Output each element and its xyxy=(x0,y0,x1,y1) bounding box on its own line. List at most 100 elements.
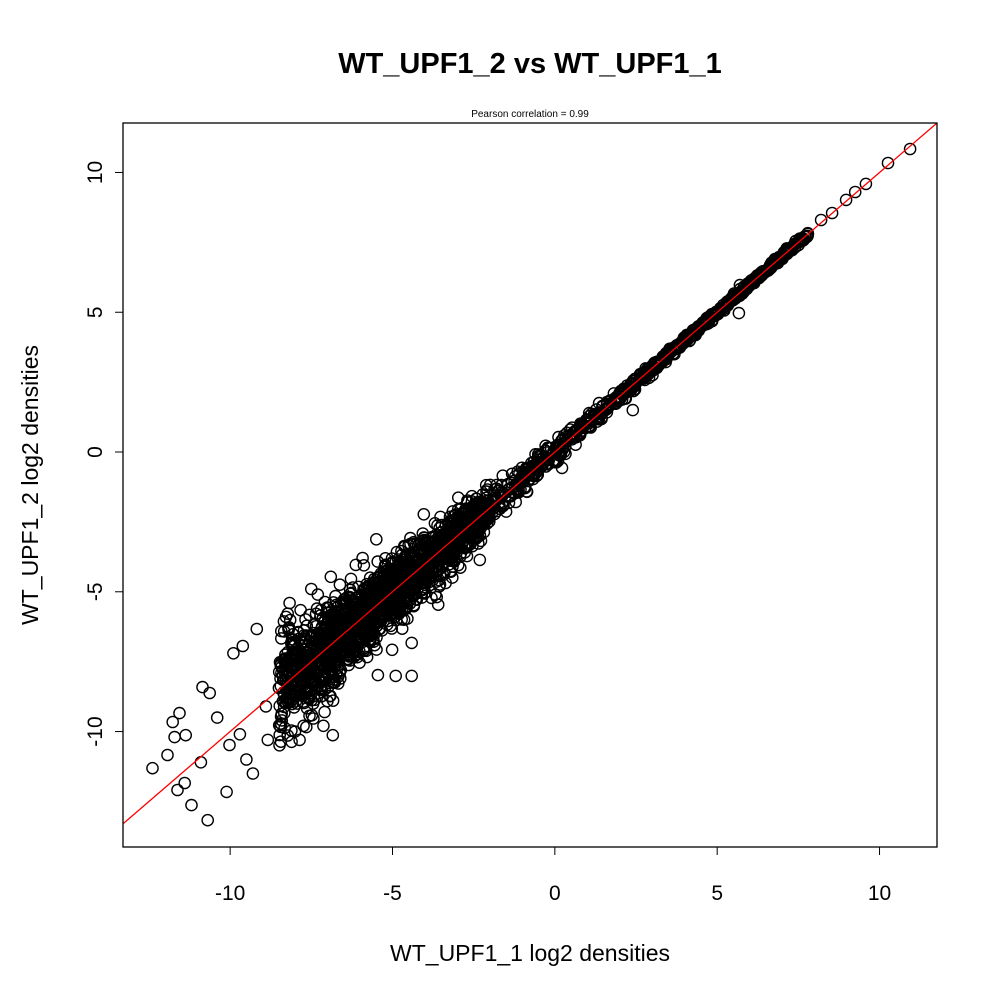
data-point xyxy=(281,676,295,690)
data-point xyxy=(274,672,287,685)
data-point xyxy=(223,738,236,752)
data-point xyxy=(299,613,312,626)
y-tick-label: 5 xyxy=(84,306,107,318)
reference-line xyxy=(123,123,937,825)
data-point xyxy=(518,472,532,485)
data-point xyxy=(327,621,341,635)
data-point xyxy=(757,264,770,278)
data-point xyxy=(277,625,291,638)
data-point xyxy=(386,603,400,617)
data-point xyxy=(881,156,895,170)
data-point xyxy=(346,642,360,655)
data-point xyxy=(250,622,264,636)
data-point xyxy=(220,785,233,799)
data-point xyxy=(469,532,483,545)
data-point xyxy=(687,326,700,340)
data-point xyxy=(173,706,186,720)
data-point xyxy=(575,419,588,433)
y-tick-label: -5 xyxy=(84,582,107,601)
x-tick-label: -10 xyxy=(215,882,245,905)
data-point xyxy=(385,622,399,635)
chart-subtitle: Pearson correlation = 0.99 xyxy=(471,109,589,120)
data-point xyxy=(473,553,487,567)
data-point xyxy=(284,695,298,709)
data-point xyxy=(301,660,314,673)
data-point xyxy=(386,555,400,569)
data-point xyxy=(555,461,569,475)
data-point xyxy=(274,710,288,723)
data-point xyxy=(825,206,839,220)
data-point xyxy=(617,387,631,401)
data-point xyxy=(286,653,300,667)
data-point xyxy=(714,301,727,315)
data-point xyxy=(511,485,524,498)
data-point xyxy=(357,559,371,572)
data-point xyxy=(404,537,417,551)
data-point xyxy=(488,483,501,496)
data-point xyxy=(371,668,385,682)
data-point xyxy=(301,691,315,704)
data-point xyxy=(374,574,388,588)
data-point xyxy=(171,783,184,797)
data-point xyxy=(454,517,468,531)
data-point xyxy=(283,596,296,610)
data-point xyxy=(705,309,719,322)
data-point xyxy=(324,570,338,584)
data-point xyxy=(385,564,399,577)
data-point xyxy=(343,654,357,667)
data-point xyxy=(356,607,370,621)
x-tick-label: 5 xyxy=(711,882,723,905)
data-point xyxy=(348,621,362,635)
data-point xyxy=(393,556,407,570)
data-point xyxy=(196,680,209,694)
data-point xyxy=(279,652,293,665)
data-point xyxy=(477,525,491,539)
y-tick-label: 0 xyxy=(84,446,107,458)
x-tick-label: -5 xyxy=(383,882,402,905)
data-point xyxy=(332,658,346,672)
data-point xyxy=(310,634,324,648)
data-point xyxy=(749,273,762,287)
x-tick-label: 0 xyxy=(549,882,561,905)
data-point xyxy=(660,350,674,364)
data-point xyxy=(349,558,363,572)
data-point xyxy=(508,486,522,500)
data-point xyxy=(363,571,377,585)
data-point xyxy=(240,753,253,766)
data-point xyxy=(527,462,541,475)
data-point xyxy=(274,679,288,693)
chart-title: WT_UPF1_2 vs WT_UPF1_1 xyxy=(338,48,722,80)
data-point xyxy=(288,678,302,692)
data-point xyxy=(625,376,639,390)
data-point xyxy=(303,709,316,723)
data-point xyxy=(328,605,342,618)
data-point xyxy=(298,662,312,675)
data-point xyxy=(796,234,810,247)
data-point xyxy=(203,686,216,700)
data-point xyxy=(776,248,790,261)
data-point xyxy=(398,602,412,616)
data-point xyxy=(552,430,565,444)
data-point xyxy=(333,578,347,592)
data-point xyxy=(733,278,747,292)
data-point xyxy=(326,728,340,742)
data-point xyxy=(582,406,596,420)
data-point xyxy=(332,612,346,625)
data-point xyxy=(261,733,275,747)
data-point xyxy=(201,813,214,827)
data-point xyxy=(330,598,343,612)
data-point xyxy=(470,512,483,525)
data-point xyxy=(453,561,467,575)
data-point xyxy=(668,341,681,355)
data-point xyxy=(345,640,358,654)
data-point xyxy=(375,624,389,637)
data-point xyxy=(259,700,273,713)
data-point xyxy=(340,618,354,631)
data-point xyxy=(430,590,444,604)
data-point xyxy=(476,508,490,521)
data-point xyxy=(601,401,615,415)
points-layer xyxy=(146,142,917,827)
data-point xyxy=(210,711,224,724)
data-point xyxy=(311,588,325,601)
data-point xyxy=(273,739,286,752)
